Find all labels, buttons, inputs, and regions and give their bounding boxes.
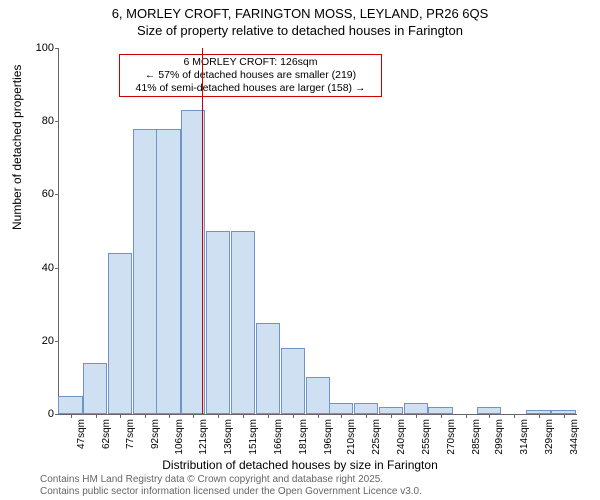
histogram-bar (108, 253, 132, 414)
x-tick-mark (120, 414, 121, 418)
y-tick-mark (55, 414, 59, 415)
x-tick-label: 270sqm (444, 419, 457, 455)
x-tick-mark (318, 414, 319, 418)
histogram-bar (206, 231, 230, 414)
x-tick-mark (218, 414, 219, 418)
plot-area: 6 MORLEY CROFT: 126sqm ← 57% of detached… (58, 48, 577, 415)
histogram-bar (256, 323, 280, 415)
x-tick-mark (441, 414, 442, 418)
x-tick-label: 314sqm (517, 419, 530, 455)
x-tick-label: 121sqm (196, 419, 209, 455)
x-tick-mark (169, 414, 170, 418)
x-tick-mark (514, 414, 515, 418)
annotation-box: 6 MORLEY CROFT: 126sqm ← 57% of detached… (119, 54, 382, 97)
x-tick-label: 181sqm (296, 419, 309, 455)
x-tick-label: 196sqm (321, 419, 334, 455)
footer-attribution: Contains HM Land Registry data © Crown c… (40, 474, 422, 498)
histogram-bar (379, 407, 403, 414)
x-tick-label: 92sqm (148, 419, 161, 449)
x-tick-label: 240sqm (394, 419, 407, 455)
y-tick-mark (55, 268, 59, 269)
x-tick-mark (416, 414, 417, 418)
y-tick-mark (55, 341, 59, 342)
footer-line-2: Contains public sector information licen… (40, 486, 422, 498)
histogram-bar (354, 403, 378, 414)
x-tick-label: 136sqm (221, 419, 234, 455)
y-tick-mark (55, 48, 59, 49)
x-tick-label: 166sqm (271, 419, 284, 455)
histogram-bar (404, 403, 428, 414)
x-tick-mark (71, 414, 72, 418)
x-tick-mark (193, 414, 194, 418)
histogram-bar (329, 403, 353, 414)
histogram-bar (231, 231, 255, 414)
y-tick-mark (55, 121, 59, 122)
x-tick-label: 77sqm (123, 419, 136, 449)
x-tick-mark (96, 414, 97, 418)
annotation-line-1: 6 MORLEY CROFT: 126sqm (123, 56, 378, 69)
marker-line (202, 48, 203, 414)
histogram-bar (83, 363, 107, 414)
y-tick-mark (55, 194, 59, 195)
histogram-bar (133, 129, 157, 414)
x-tick-label: 62sqm (99, 419, 112, 449)
x-tick-mark (145, 414, 146, 418)
x-tick-mark (466, 414, 467, 418)
histogram-bar (428, 407, 452, 414)
y-axis-label: Number of detached properties (10, 65, 24, 230)
x-tick-mark (268, 414, 269, 418)
x-tick-mark (341, 414, 342, 418)
annotation-line-2: ← 57% of detached houses are smaller (21… (123, 69, 378, 82)
footer-line-1: Contains HM Land Registry data © Crown c… (40, 474, 422, 486)
chart-title: 6, MORLEY CROFT, FARINGTON MOSS, LEYLAND… (0, 0, 600, 40)
histogram-bar (477, 407, 501, 414)
histogram-bar (156, 129, 180, 414)
x-tick-label: 225sqm (369, 419, 382, 455)
x-tick-label: 151sqm (246, 419, 259, 455)
chart-container: 6, MORLEY CROFT, FARINGTON MOSS, LEYLAND… (0, 0, 600, 500)
x-tick-mark (366, 414, 367, 418)
x-tick-mark (564, 414, 565, 418)
x-tick-label: 106sqm (172, 419, 185, 455)
histogram-bar (306, 377, 330, 414)
x-tick-mark (489, 414, 490, 418)
x-axis-label: Distribution of detached houses by size … (0, 458, 600, 472)
x-tick-label: 285sqm (469, 419, 482, 455)
title-line-2: Size of property relative to detached ho… (0, 23, 600, 40)
x-tick-label: 299sqm (492, 419, 505, 455)
x-tick-mark (539, 414, 540, 418)
histogram-bar (281, 348, 305, 414)
x-tick-mark (293, 414, 294, 418)
x-tick-mark (243, 414, 244, 418)
x-tick-label: 210sqm (344, 419, 357, 455)
x-tick-label: 255sqm (419, 419, 432, 455)
title-line-1: 6, MORLEY CROFT, FARINGTON MOSS, LEYLAND… (0, 6, 600, 23)
x-tick-label: 47sqm (74, 419, 87, 449)
x-tick-label: 344sqm (567, 419, 580, 455)
histogram-bar (58, 396, 82, 414)
annotation-line-3: 41% of semi-detached houses are larger (… (123, 82, 378, 95)
x-tick-mark (391, 414, 392, 418)
x-tick-label: 329sqm (542, 419, 555, 455)
